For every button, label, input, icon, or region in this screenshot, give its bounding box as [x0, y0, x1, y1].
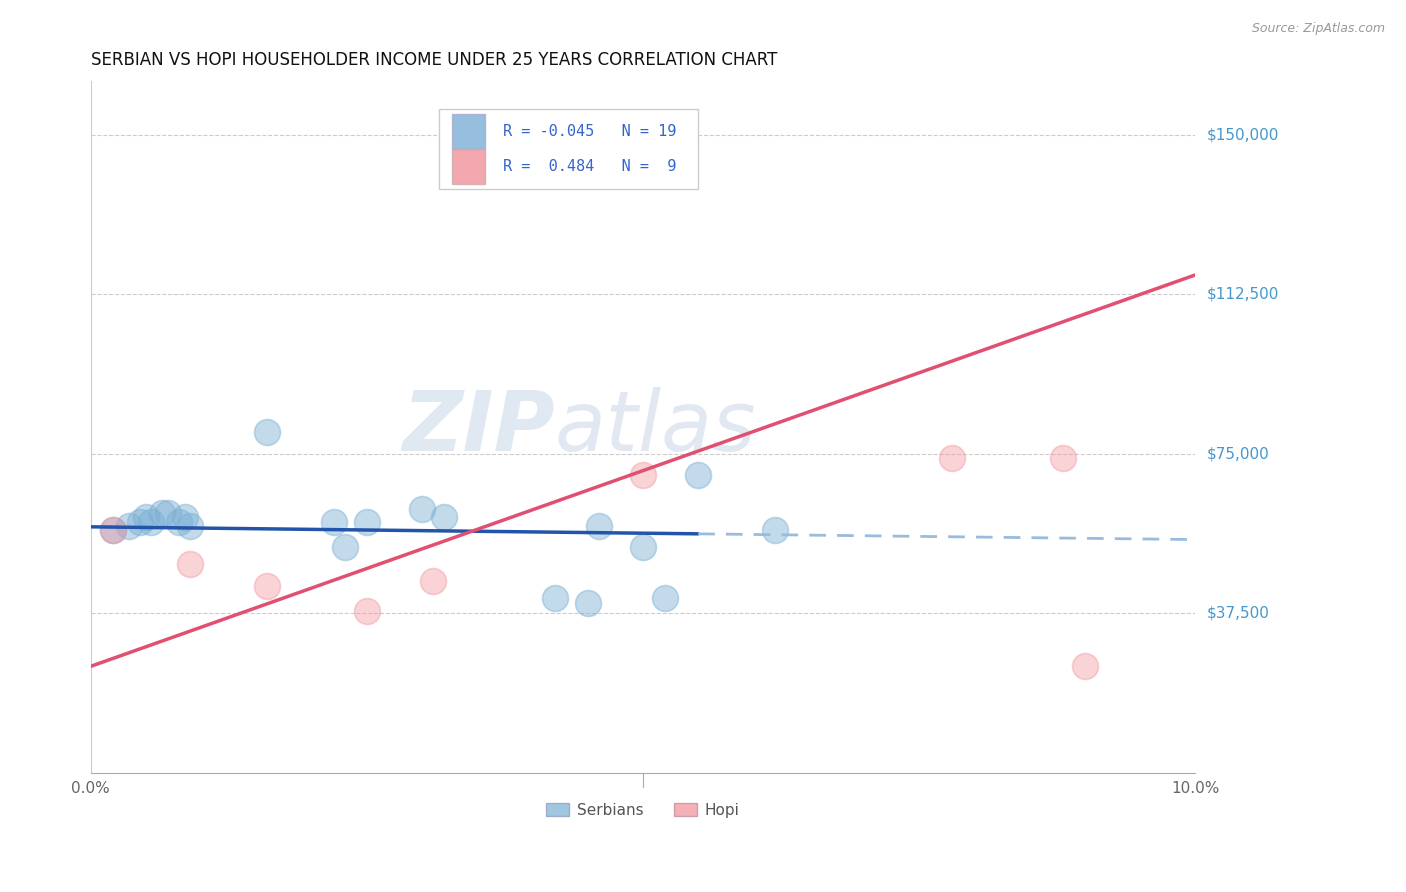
- Point: [101, 523, 124, 537]
- Point: [173, 510, 195, 524]
- Point: [356, 515, 378, 529]
- Point: [765, 523, 787, 537]
- Point: [631, 467, 654, 482]
- Text: R = -0.045   N = 19: R = -0.045 N = 19: [502, 124, 676, 139]
- Bar: [451, 149, 485, 184]
- Point: [129, 515, 152, 529]
- Text: $150,000: $150,000: [1206, 127, 1278, 142]
- Text: $37,500: $37,500: [1206, 606, 1270, 621]
- Point: [1074, 659, 1097, 673]
- Point: [156, 506, 179, 520]
- Point: [141, 515, 163, 529]
- Point: [256, 578, 278, 592]
- Point: [135, 510, 157, 524]
- Point: [433, 510, 456, 524]
- Point: [654, 591, 676, 606]
- Point: [101, 523, 124, 537]
- Point: [118, 519, 141, 533]
- Text: SERBIAN VS HOPI HOUSEHOLDER INCOME UNDER 25 YEARS CORRELATION CHART: SERBIAN VS HOPI HOUSEHOLDER INCOME UNDER…: [90, 51, 778, 69]
- Point: [631, 540, 654, 554]
- Point: [356, 604, 378, 618]
- Text: Source: ZipAtlas.com: Source: ZipAtlas.com: [1251, 22, 1385, 36]
- Point: [152, 506, 174, 520]
- Point: [256, 425, 278, 440]
- Text: $112,500: $112,500: [1206, 286, 1278, 301]
- Point: [179, 558, 201, 572]
- Point: [543, 591, 565, 606]
- Point: [322, 515, 344, 529]
- Point: [333, 540, 356, 554]
- Text: R =  0.484   N =  9: R = 0.484 N = 9: [502, 159, 676, 174]
- Point: [411, 502, 433, 516]
- Point: [588, 519, 610, 533]
- Point: [179, 519, 201, 533]
- Legend: Serbians, Hopi: Serbians, Hopi: [540, 797, 745, 824]
- Bar: [451, 114, 485, 149]
- Point: [1052, 450, 1074, 465]
- Point: [422, 574, 444, 589]
- Point: [941, 450, 963, 465]
- Point: [576, 596, 599, 610]
- FancyBboxPatch shape: [439, 109, 699, 188]
- Text: $75,000: $75,000: [1206, 446, 1270, 461]
- Text: atlas: atlas: [554, 386, 756, 467]
- Point: [688, 467, 710, 482]
- Point: [167, 515, 190, 529]
- Text: ZIP: ZIP: [402, 386, 554, 467]
